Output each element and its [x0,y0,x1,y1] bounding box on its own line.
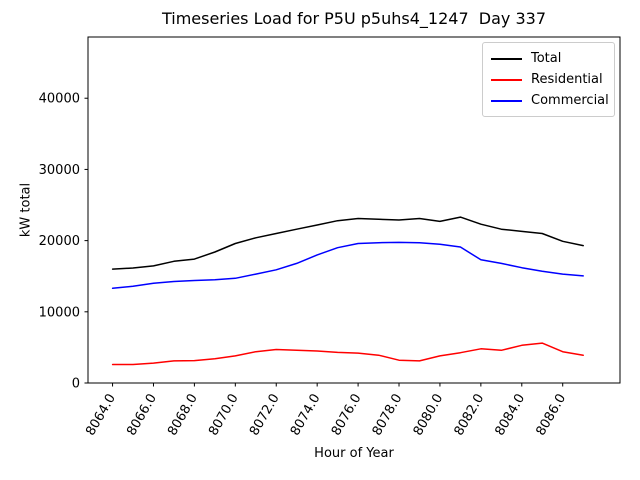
legend-entry-residential: Residential [491,69,606,90]
legend-line-residential-icon [491,78,522,81]
x-tick-label: 8086.0 [533,392,569,439]
series-line-commercial [111,241,584,290]
legend-line-commercial-icon [491,99,522,102]
series-line-residential [111,342,584,366]
legend-line-total-icon [491,57,522,60]
x-tick-label: 8072.0 [247,392,283,439]
legend-label-residential: Residential [531,72,603,87]
x-tick-label: 8064.0 [83,392,119,439]
legend-entry-commercial: Commercial [491,90,609,111]
y-tick-label: 40000 [39,92,80,107]
x-tick-label: 8082.0 [452,392,488,439]
x-tick-label: 8084.0 [493,392,529,439]
legend: Total Residential Commercial [482,42,615,117]
legend-entry-total: Total [491,48,606,69]
y-tick-label: 30000 [39,163,80,178]
x-tick-label: 8066.0 [124,392,160,439]
y-tick-label: 0 [72,377,80,392]
chart-title: Timeseries Load for P5U p5uhs4_1247 Day … [161,9,547,28]
series-line-total [111,216,584,270]
y-axis-label: kW total [18,182,34,238]
y-tick-label: 10000 [39,305,80,320]
y-tick-label: 20000 [39,234,80,249]
legend-label-commercial: Commercial [531,93,609,108]
x-tick-label: 8070.0 [206,392,242,439]
x-tick-label: 8078.0 [370,392,406,439]
plot-border [87,36,621,384]
legend-label-total: Total [531,51,562,66]
x-tick-label: 8068.0 [165,392,201,439]
x-tick-label: 8080.0 [411,392,447,439]
x-tick-label: 8074.0 [288,392,324,439]
x-tick-label: 8076.0 [329,392,365,439]
x-axis-label: Hour of Year [314,446,394,461]
